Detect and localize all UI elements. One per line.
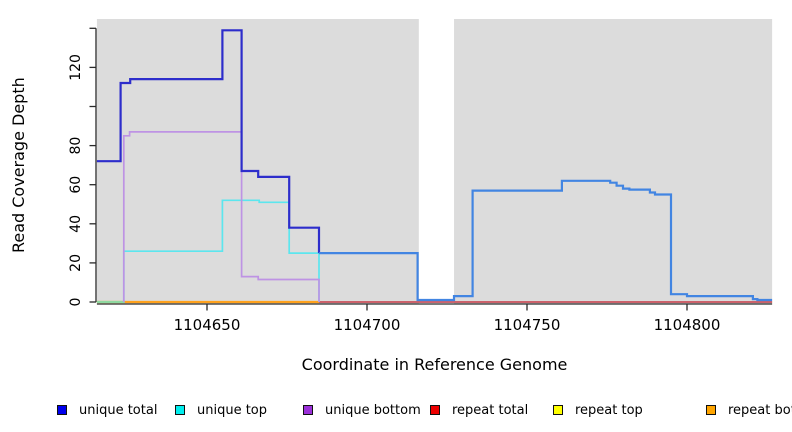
legend-item-unique-total: unique total [57, 398, 157, 422]
legend-label: repeat total [452, 402, 529, 418]
legend: unique total unique top unique bottom repea… [0, 398, 792, 422]
legend-item-unique-top: unique top [175, 398, 267, 422]
y-tick-label: 20 [68, 254, 84, 272]
legend-label: unique total [79, 402, 158, 418]
y-tick-label: 60 [68, 176, 84, 194]
legend-swatch-repeat-top [553, 405, 563, 415]
legend-swatch-repeat-total [430, 405, 440, 415]
legend-item-unique-bottom: unique bottom [303, 398, 421, 422]
legend-label: unique top [197, 402, 268, 418]
x-tick-label: 1104750 [494, 316, 561, 334]
x-tick-label: 1104650 [174, 316, 241, 334]
series-line-unique-total-right- [319, 179, 773, 302]
legend-label: repeat bottom [728, 402, 792, 418]
coverage-chart: 0 20 40 60 80 120 1104650 1104700 1104750 1104800… [9, 19, 773, 374]
legend-item-repeat-top: repeat top [553, 398, 643, 422]
x-tick-label: 1104700 [334, 316, 401, 334]
y-axis-title: Read Coverage Depth [9, 77, 28, 253]
series-line-unique-bottom [122, 131, 320, 302]
y-tick-label: 120 [68, 54, 84, 81]
legend-swatch-repeat-bottom [706, 405, 716, 415]
legend-swatch-unique-top [175, 405, 185, 415]
legend-swatch-unique-bottom [303, 405, 313, 415]
x-tick-label: 1104800 [654, 316, 721, 334]
coverage-gap-band [418, 19, 455, 304]
x-axis-title: Coordinate in Reference Genome [302, 355, 568, 374]
series-line-unique-total-left- [96, 29, 321, 254]
legend-label: unique bottom [325, 402, 421, 418]
legend-item-repeat-bottom: repeat bottom [706, 398, 792, 422]
y-tick-label: 40 [68, 215, 84, 233]
y-tick-label: 0 [68, 298, 84, 307]
y-tick-label: 80 [68, 137, 84, 155]
legend-label: repeat top [575, 402, 643, 418]
legend-item-repeat-total: repeat total [430, 398, 528, 422]
legend-swatch-unique-total [57, 405, 67, 415]
